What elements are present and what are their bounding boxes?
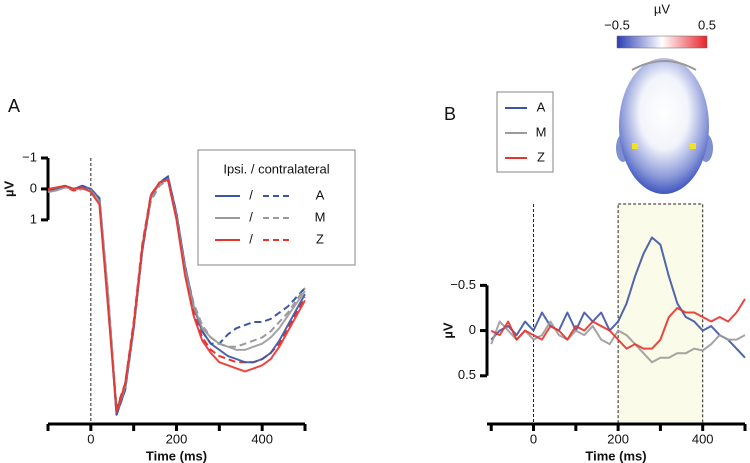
legend-separator: /	[249, 187, 253, 202]
legend-label: M	[315, 209, 326, 224]
highlight-region	[617, 203, 704, 425]
legend-label: M	[536, 124, 547, 139]
colorbar-label: µV	[654, 1, 670, 16]
legend-separator: /	[249, 231, 253, 246]
colorbar	[616, 35, 708, 49]
electrode	[690, 143, 696, 149]
legend-box	[197, 149, 356, 266]
legend-label: A	[537, 99, 546, 114]
panel-label: A	[8, 96, 20, 116]
panel-label: B	[444, 104, 456, 124]
head-topography	[616, 58, 713, 194]
x-tick-label: 0	[530, 431, 537, 446]
series-line	[490, 298, 746, 350]
x-tick-label: 0	[87, 431, 94, 446]
y-tick-label: 0	[469, 322, 476, 337]
y-tick-label: 0.5	[458, 367, 476, 382]
legend-title: Ipsi. / contralateral	[223, 161, 329, 176]
x-tick-label: 400	[692, 431, 714, 446]
x-axis-label: Time (ms)	[146, 448, 207, 463]
legend-label: A	[316, 187, 325, 202]
colorbar-tick-label: −0.5	[604, 17, 630, 32]
electrode	[632, 143, 638, 149]
x-axis-label: Time (ms)	[585, 448, 646, 463]
y-tick-label: 0	[30, 180, 37, 195]
series-line	[490, 236, 746, 359]
colorbar-tick-label: 0.5	[698, 17, 716, 32]
y-axis-label: µV	[1, 181, 16, 197]
head-top	[631, 60, 697, 71]
series-line	[47, 178, 306, 413]
x-tick-label: 200	[607, 431, 629, 446]
y-tick-label: 1	[30, 211, 37, 226]
x-tick-label: 400	[251, 431, 273, 446]
y-tick-label: −1	[22, 149, 37, 164]
legend-label: Z	[316, 231, 324, 246]
x-tick-label: 200	[166, 431, 188, 446]
head	[619, 58, 709, 194]
series-line	[490, 320, 746, 364]
legend-label: Z	[537, 149, 545, 164]
y-axis-label: µV	[440, 322, 455, 338]
legend-separator: /	[249, 209, 253, 224]
y-tick-label: −0.5	[450, 277, 476, 292]
